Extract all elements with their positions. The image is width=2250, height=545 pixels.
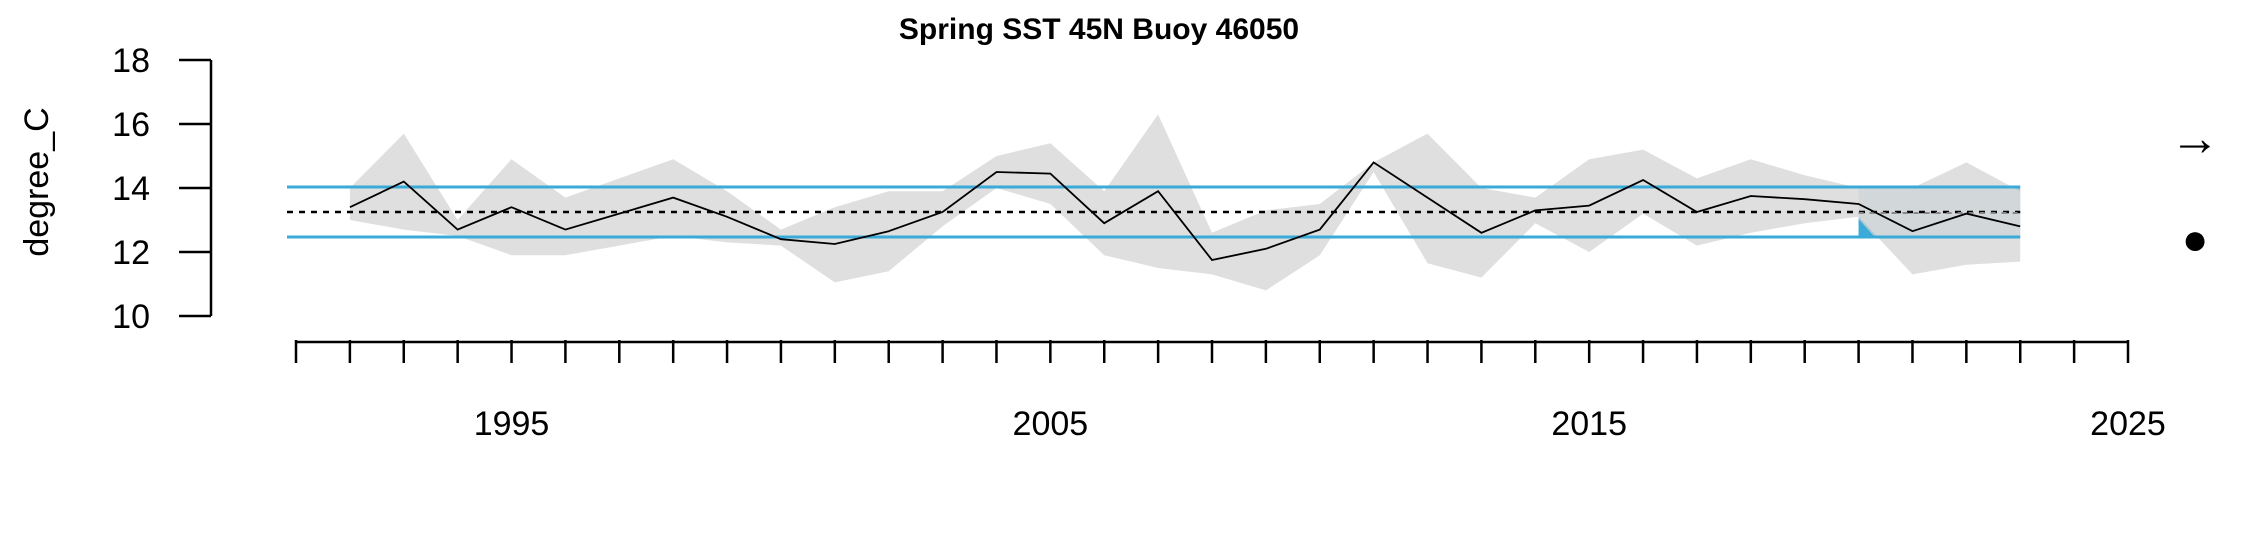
x-axis: 1995 2005 2015 2025 xyxy=(296,340,2166,443)
status-dot-icon: ● xyxy=(2182,215,2209,264)
y-tick-label: 14 xyxy=(112,170,150,208)
uncertainty-band xyxy=(350,114,2020,290)
y-axis: 10 12 14 16 18 xyxy=(112,42,211,336)
y-tick-label: 12 xyxy=(112,234,150,272)
y-axis-label: degree_C xyxy=(18,107,56,256)
x-tick-label: 2025 xyxy=(2090,405,2166,443)
y-tick-label: 18 xyxy=(112,42,150,80)
trend-arrow-icon: → xyxy=(2170,110,2220,166)
x-tick-label: 2015 xyxy=(1551,405,1627,443)
x-tick-label: 2005 xyxy=(1013,405,1089,443)
y-tick-label: 10 xyxy=(112,298,150,336)
x-tick-label: 1995 xyxy=(474,405,550,443)
chart-title: Spring SST 45N Buoy 46050 xyxy=(899,13,1299,46)
uncertainty-band-layer xyxy=(350,114,2020,290)
y-tick-label: 16 xyxy=(112,106,150,144)
